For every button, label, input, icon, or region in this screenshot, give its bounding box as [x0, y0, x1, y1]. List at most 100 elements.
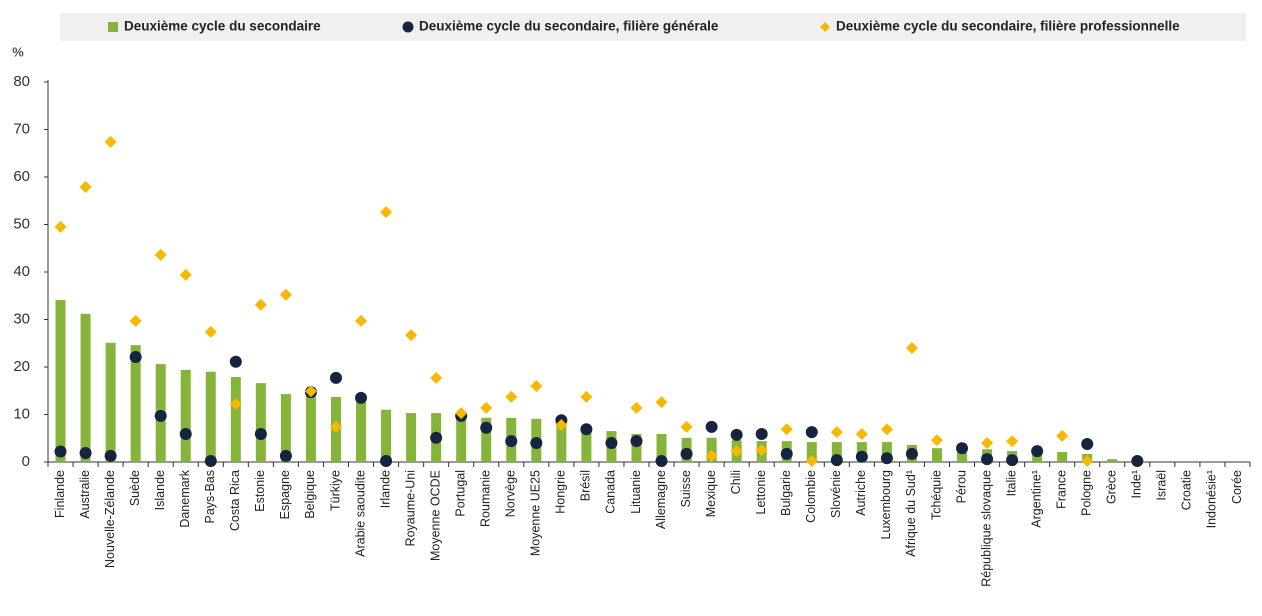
x-tick-label: Indonésie¹ — [1205, 470, 1219, 528]
circle-marker — [254, 427, 267, 440]
bar — [931, 448, 942, 462]
diamond-marker — [930, 434, 943, 447]
diamond-marker — [229, 398, 242, 411]
legend-swatch — [402, 21, 414, 33]
diamond-marker — [655, 396, 668, 409]
circle-marker — [54, 445, 67, 458]
diamond-marker — [981, 437, 994, 449]
circle-marker — [905, 447, 918, 460]
x-tick-label: Chili — [729, 470, 743, 494]
diamond-marker — [1081, 455, 1094, 468]
circle-marker — [505, 435, 518, 448]
x-tick-label: Moyenne UE25 — [529, 470, 543, 556]
y-tick-label: 60 — [13, 168, 30, 185]
bar — [130, 345, 141, 462]
x-tick-label: Bulgarie — [779, 470, 793, 516]
diamond-marker — [154, 248, 167, 261]
diamond-marker — [129, 314, 142, 327]
y-tick-label: 40 — [13, 263, 30, 280]
y-axis-label: % — [12, 44, 24, 59]
diamond-marker — [480, 401, 493, 414]
diamond-marker — [830, 426, 843, 439]
bar — [556, 424, 567, 462]
x-tick-label: Danemark — [178, 469, 192, 527]
diamond-marker — [104, 135, 117, 148]
circle-marker — [655, 455, 668, 468]
x-tick-label: Türkiye — [328, 470, 342, 511]
diamond-marker — [555, 418, 568, 431]
circle-marker — [705, 420, 718, 433]
y-tick-label: 20 — [13, 358, 30, 375]
bar — [631, 433, 642, 462]
diamond-marker — [405, 329, 418, 342]
circle-marker — [1031, 445, 1044, 458]
y-tick-label: 50 — [13, 215, 30, 232]
circle-marker — [830, 454, 843, 467]
bar — [55, 300, 66, 462]
y-tick-label: 10 — [13, 405, 30, 422]
x-tick-label: Croatie — [1180, 470, 1194, 510]
y-tick-label: 30 — [13, 310, 30, 327]
diamond-marker — [304, 385, 317, 398]
x-tick-label: Finlande — [53, 470, 67, 518]
x-tick-label: Brésil — [579, 470, 593, 501]
circle-marker — [329, 371, 342, 384]
x-tick-label: Corée — [1230, 470, 1244, 504]
circle-marker — [630, 435, 643, 448]
circle-marker — [430, 431, 443, 444]
diamond-marker — [705, 449, 718, 462]
circle-marker — [204, 455, 217, 468]
diamond-marker — [755, 444, 768, 457]
bar — [230, 376, 241, 462]
bar — [831, 442, 842, 462]
diamond-marker — [505, 390, 518, 403]
x-tick-label: Colombie — [804, 470, 818, 523]
x-tick-label: Inde¹ — [1130, 470, 1144, 499]
x-tick-label: Luxembourg — [879, 470, 893, 540]
x-tick-label: Lettonie — [754, 470, 768, 515]
circle-marker — [179, 427, 192, 440]
x-tick-label: Irlande — [378, 470, 392, 508]
bar — [456, 414, 467, 462]
x-tick-label: Mexique — [704, 470, 718, 517]
x-tick-label: Argentine¹ — [1029, 470, 1043, 528]
diamond-marker — [730, 445, 743, 458]
x-tick-label: Portugal — [453, 470, 467, 517]
circle-marker — [680, 447, 693, 460]
x-tick-label: Hongrie — [554, 470, 568, 514]
bar — [105, 342, 116, 462]
diamond-marker — [530, 380, 543, 392]
y-tick-label: 70 — [13, 120, 30, 137]
diamond-marker — [430, 371, 443, 384]
diamond-marker — [630, 401, 643, 414]
diamond-marker — [279, 288, 292, 301]
x-tick-label: Arabie saoudite — [353, 470, 367, 557]
bar — [180, 369, 191, 462]
x-tick-label: France — [1054, 470, 1068, 509]
x-tick-label: Australie — [78, 470, 92, 519]
circle-marker — [1006, 454, 1019, 467]
bar — [656, 433, 667, 462]
x-tick-label: Espagne — [278, 470, 292, 519]
diamond-marker — [855, 427, 868, 440]
x-tick-label: Norvège — [504, 470, 518, 517]
bar — [381, 409, 392, 462]
diamond-marker — [254, 298, 267, 311]
diamond-marker — [204, 325, 217, 338]
diamond-marker — [680, 420, 693, 433]
x-tick-label: Canada — [604, 470, 618, 514]
bar — [1057, 452, 1068, 462]
diamond-marker — [1056, 429, 1069, 442]
x-tick-label: Belgique — [303, 470, 317, 519]
bar — [1107, 459, 1118, 462]
x-tick-label: Lituanie — [629, 470, 643, 514]
circle-marker — [755, 427, 768, 440]
x-tick-label: Royaume-Uni — [403, 470, 417, 546]
circle-marker — [104, 449, 117, 462]
x-tick-label: République slovaque — [979, 470, 993, 587]
circle-marker — [154, 409, 167, 422]
circle-marker — [855, 450, 868, 463]
diamond-marker — [179, 268, 192, 281]
